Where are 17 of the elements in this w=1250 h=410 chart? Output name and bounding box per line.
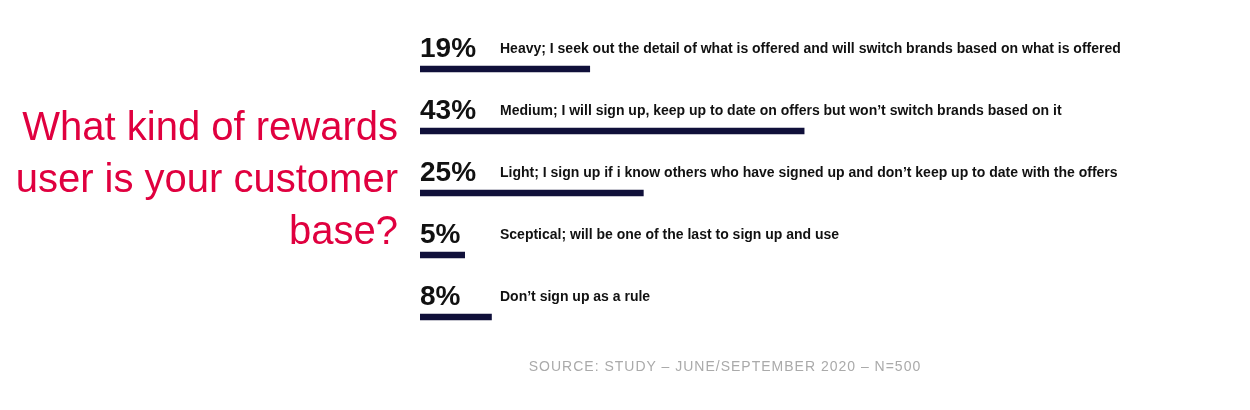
- bar: [420, 65, 591, 73]
- y-tick-label: Light; I sign up if i know others who have signed up and don’t keep up to date with the offers: [500, 164, 1118, 180]
- y-tick-label: Heavy; I seek out the detail of what is offered and will switch brands based on what is offered: [500, 40, 1121, 56]
- source-note: SOURCE: STUDY – JUNE/SEPTEMBER 2020 – N=500: [527, 358, 923, 374]
- data-label: 25%: [420, 156, 477, 187]
- y-tick-label: Medium; I will sign up, keep up to date on offers but won’t switch brands based on it: [500, 102, 1062, 118]
- bar: [420, 127, 805, 135]
- data-label: 5%: [420, 218, 461, 249]
- data-label: 19%: [420, 32, 477, 63]
- bar: [420, 251, 465, 259]
- text: What kind of rewards user is your customer base?: [14, 103, 399, 254]
- bar: [420, 189, 644, 197]
- data-label: 43%: [420, 94, 477, 125]
- y-tick-label: Sceptical; will be one of the last to sign up and use: [500, 226, 840, 242]
- bar: [420, 313, 492, 321]
- y-tick-label: Don’t sign up as a rule: [500, 288, 651, 304]
- data-label: 8%: [420, 280, 461, 311]
